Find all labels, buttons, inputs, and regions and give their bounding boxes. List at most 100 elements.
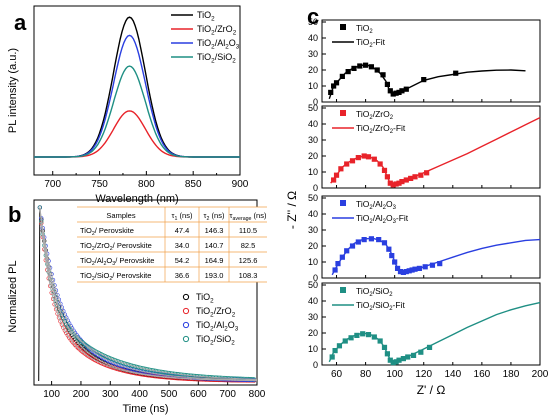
- data-point: [387, 88, 393, 94]
- subplot-frame: [321, 282, 541, 366]
- legend-label: TiO2: [356, 23, 373, 35]
- table-sample: TiO2/ZrO2/ Perovskite: [80, 241, 152, 252]
- data-point: [393, 181, 399, 187]
- y-tick-label: 30: [308, 49, 318, 59]
- data-point: [357, 63, 363, 69]
- data-point: [381, 167, 388, 173]
- legend-marker: [182, 321, 190, 329]
- table-tau2: 193.0: [205, 271, 224, 280]
- y-tick-label: 50: [308, 280, 318, 290]
- x-tick-label: 120: [415, 369, 432, 380]
- data-point: [345, 69, 351, 75]
- plot-frame: [33, 5, 241, 176]
- data-point: [400, 269, 406, 275]
- data-point: [331, 177, 337, 183]
- data-point: [58, 319, 63, 324]
- table-sample: TiO2/Al2O3/ Perovskite: [80, 256, 154, 267]
- table-tau1: 54.2: [175, 256, 190, 265]
- data-point: [396, 180, 402, 186]
- fit-line: [39, 207, 257, 381]
- legend-label: TiO2/Al2O3-Fit: [356, 213, 409, 225]
- table-tau-avg: 125.6: [239, 256, 258, 265]
- data-point: [408, 175, 414, 181]
- data-point: [377, 338, 383, 344]
- data-point: [74, 344, 79, 349]
- legend-marker: [182, 307, 190, 315]
- data-point: [332, 267, 338, 273]
- data-point: [381, 240, 388, 246]
- legend-label: TiO2/SiO2: [196, 334, 235, 346]
- plot-frame: [33, 199, 258, 386]
- data-point: [355, 239, 361, 245]
- data-point: [390, 182, 396, 188]
- x-tick-label: 850: [185, 179, 202, 190]
- data-point: [342, 338, 348, 344]
- subplot-frame: [321, 195, 541, 279]
- y-tick-label: 30: [308, 135, 318, 145]
- legend-label: TiO2/ZrO2-Fit: [356, 123, 406, 135]
- x-axis-label: Time (ns): [122, 403, 168, 415]
- panel-c: 0 10 20 30 40 50 TiO2 TiO2-Fit 0 10 20 30 40 50 TiO2/Z…: [285, 17, 549, 397]
- data-point: [418, 349, 424, 355]
- x-tick-label: 500: [161, 389, 178, 400]
- legend-label: TiO2/SiO2: [356, 286, 393, 298]
- y-tick-label: 20: [308, 65, 318, 75]
- data-point: [333, 80, 340, 86]
- data-point: [406, 268, 412, 274]
- data-point: [399, 88, 405, 94]
- y-tick-label: 40: [308, 119, 318, 129]
- y-tick-label: 50: [308, 103, 318, 113]
- data-point: [354, 332, 360, 338]
- y-tick-label: 0: [313, 273, 318, 283]
- data-point: [368, 64, 375, 70]
- x-tick-label: 100: [43, 389, 60, 400]
- data-point: [349, 243, 356, 249]
- data-point: [355, 155, 361, 161]
- y-tick-label: 10: [308, 167, 318, 177]
- legend-label: TiO2/Al2O3: [197, 38, 240, 50]
- panel-b: 100 200 300 400 500 600 700 800 Time (ns) Normali…: [7, 199, 267, 415]
- legend-label: TiO2/ZrO2: [196, 306, 236, 318]
- y-tick-label: 50: [308, 17, 318, 27]
- data-point: [351, 65, 357, 71]
- legend-label: TiO2-Fit: [356, 37, 386, 49]
- subplot-frame: [321, 19, 541, 103]
- data-point: [328, 89, 334, 95]
- fit-line: [328, 64, 526, 100]
- x-tick-label: 700: [219, 389, 236, 400]
- y-tick-label: 40: [308, 33, 318, 43]
- legend-marker: [340, 287, 346, 293]
- y-tick-label: 10: [308, 344, 318, 354]
- series-line: [34, 65, 240, 158]
- table-header: τ1 (ns): [172, 211, 193, 222]
- data-point: [380, 72, 386, 78]
- data-point: [429, 262, 436, 268]
- y-tick-label: 40: [308, 209, 318, 219]
- table-tau1: 34.0: [175, 241, 190, 250]
- data-point: [397, 269, 404, 275]
- data-point: [389, 253, 395, 259]
- data-point: [55, 311, 60, 316]
- y-tick-label: 20: [308, 151, 318, 161]
- data-point: [329, 354, 335, 360]
- y-tick-label: 10: [308, 81, 318, 91]
- fit-line: [39, 207, 257, 382]
- data-point: [365, 154, 372, 160]
- data-point: [344, 161, 350, 167]
- data-point: [396, 357, 402, 363]
- data-point: [416, 265, 422, 271]
- data-point: [65, 333, 70, 338]
- data-point: [453, 70, 459, 76]
- table-bg: [77, 207, 267, 282]
- legend-label: TiO2/ZrO2: [197, 24, 237, 36]
- table-tau-avg: 108.3: [239, 271, 258, 280]
- data-point: [333, 172, 340, 178]
- data-point: [381, 344, 388, 350]
- y-tick-label: 0: [313, 97, 318, 107]
- legend-marker: [182, 335, 190, 343]
- table-sample: TiO2/SiO2/ Perovskite: [80, 271, 151, 282]
- x-tick-label: 600: [190, 389, 207, 400]
- rise-edge: [38, 207, 41, 382]
- x-tick-label: 800: [249, 389, 266, 400]
